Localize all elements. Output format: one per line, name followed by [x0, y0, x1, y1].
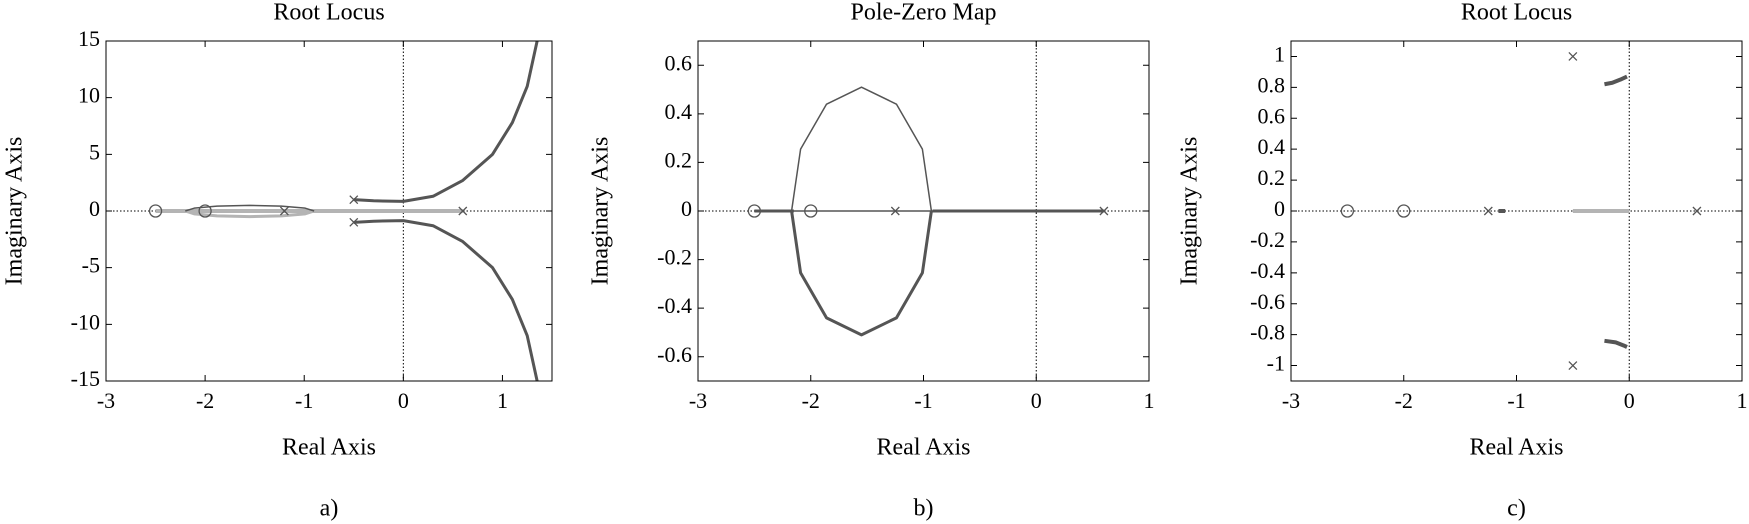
chart-title: Pole-Zero Map — [851, 0, 997, 26]
pole-marker — [1568, 51, 1578, 61]
y-tick-label: -0.2 — [1250, 227, 1285, 252]
y-tick-label: -0.4 — [1250, 258, 1285, 283]
x-tick-label: 0 — [1031, 388, 1042, 413]
pole-marker — [1568, 361, 1578, 371]
plot-area — [148, 41, 539, 381]
zero-marker — [747, 204, 762, 218]
chart-title: Root Locus — [273, 0, 384, 26]
y-tick-label: 0.2 — [1258, 165, 1286, 190]
x-tick-label: 1 — [497, 388, 508, 413]
y-tick-label: -15 — [71, 366, 100, 391]
locus-line — [185, 204, 315, 212]
x-tick-label: -2 — [1395, 388, 1413, 413]
y-tick-label: -0.6 — [657, 342, 692, 367]
locus-line — [184, 209, 315, 219]
x-tick-label: 1 — [1737, 388, 1748, 413]
pole-marker — [349, 195, 359, 205]
x-tick-label: -1 — [295, 388, 313, 413]
x-tick-label: -2 — [802, 388, 820, 413]
pole-marker — [1692, 206, 1702, 216]
y-tick-label: 0.8 — [1258, 72, 1286, 97]
chart-title: Root Locus — [1461, 0, 1572, 26]
y-tick-label: -5 — [82, 253, 100, 278]
x-tick-label: -2 — [196, 388, 214, 413]
pole-marker — [1483, 206, 1493, 216]
pole-marker — [349, 217, 359, 227]
y-tick-label: 0 — [681, 196, 692, 221]
subplot: Pole-Zero Map -3 -2 -1 0 1 -0.6 -0.4 -0.2 0 0.2 0.4… — [588, 0, 1155, 522]
pole-marker — [458, 206, 468, 216]
caption: b) — [914, 496, 934, 522]
locus-line — [790, 210, 933, 337]
caption: c) — [1507, 496, 1526, 522]
y-tick-label: -10 — [71, 309, 100, 334]
y-tick-label: 15 — [78, 26, 100, 51]
pole-marker — [890, 206, 900, 216]
pole-marker — [1099, 206, 1109, 216]
x-tick-label: -1 — [914, 388, 932, 413]
subplot: Root Locus -3 -2 -1 0 1 -1 -0.8 -0.6 -0.4 -0.2 0 0.2… — [1177, 0, 1748, 522]
x-axis-label: Real Axis — [877, 435, 971, 461]
pole-marker — [279, 206, 289, 216]
x-tick-label: -1 — [1507, 388, 1525, 413]
x-tick-label: 0 — [398, 388, 409, 413]
zero-marker — [198, 204, 212, 218]
locus-line — [353, 219, 539, 381]
y-tick-label: 0 — [1274, 196, 1285, 221]
y-tick-label: 0.4 — [1258, 134, 1286, 159]
y-tick-label: -0.8 — [1250, 320, 1285, 345]
zero-marker — [804, 204, 818, 218]
y-axis-label: Imaginary Axis — [2, 137, 28, 286]
x-tick-label: 1 — [1144, 388, 1155, 413]
locus-line — [790, 86, 933, 212]
y-tick-label: -0.6 — [1250, 289, 1285, 314]
x-tick-label: -3 — [97, 388, 115, 413]
zero-marker — [148, 204, 163, 218]
y-tick-label: 5 — [89, 139, 100, 164]
zero-marker — [1397, 204, 1411, 218]
y-tick-label: 0.4 — [665, 99, 693, 124]
locus-line — [1604, 74, 1628, 87]
x-axis-label: Real Axis — [1470, 435, 1564, 461]
y-tick-label: -0.2 — [657, 245, 692, 270]
y-tick-label: 10 — [78, 83, 100, 108]
x-axis-label: Real Axis — [282, 435, 376, 461]
y-tick-label: 0.2 — [665, 147, 693, 172]
plot-area — [747, 86, 1109, 337]
y-axis-label: Imaginary Axis — [1177, 137, 1203, 286]
plot-area — [1340, 51, 1702, 371]
y-tick-label: -0.4 — [657, 293, 692, 318]
x-tick-label: -3 — [689, 388, 707, 413]
y-tick-label: 0 — [89, 196, 100, 221]
y-tick-label: 1 — [1274, 42, 1285, 67]
x-tick-label: 0 — [1624, 388, 1635, 413]
y-axis-label: Imaginary Axis — [588, 137, 614, 286]
locus-line — [353, 41, 539, 203]
y-tick-label: 0.6 — [1258, 103, 1286, 128]
locus-line — [1604, 338, 1628, 349]
caption: a) — [320, 496, 339, 522]
x-tick-label: -3 — [1282, 388, 1300, 413]
y-tick-label: 0.6 — [665, 50, 693, 75]
y-tick-label: -1 — [1267, 351, 1285, 376]
zero-marker — [1340, 204, 1355, 218]
